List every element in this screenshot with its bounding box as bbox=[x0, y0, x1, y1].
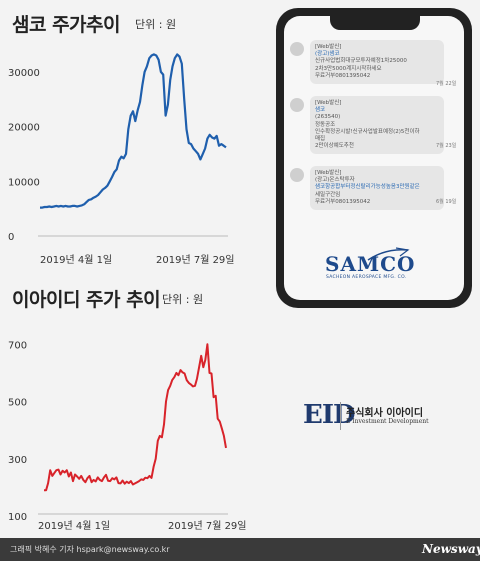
y-tick-label: 500 bbox=[8, 398, 27, 409]
chart1-x-start: 2019년 4월 1일 bbox=[40, 255, 113, 266]
chart2-series-line bbox=[44, 343, 227, 492]
message-avatar bbox=[290, 42, 304, 56]
y-tick-label: 30000 bbox=[8, 68, 40, 79]
message-line: 정동공조 bbox=[315, 121, 336, 128]
message-line: 샘코 bbox=[315, 107, 326, 114]
samco-subtitle: SACHEON AEROSPACE MFG. CO. bbox=[326, 275, 407, 280]
chart1-title: 샘코 주가추이 bbox=[12, 14, 121, 36]
message-line: 2차3만5000계지시작하세요 bbox=[315, 65, 382, 72]
eid-logo: EID bbox=[303, 400, 356, 430]
chart2-x-start: 2019년 4월 1일 bbox=[38, 521, 111, 532]
y-tick-label: 700 bbox=[8, 340, 27, 351]
message-line: 2만이상예도추천 bbox=[315, 143, 354, 150]
message-line: 무료거부0801395042 bbox=[315, 72, 371, 79]
message-line: 신규사업법회대규모투자예정1차25000 bbox=[315, 58, 407, 65]
message-time: 7월 23일 bbox=[436, 143, 457, 149]
y-tick-label: 0 bbox=[8, 232, 14, 243]
message-line: 샘코항공합부터정신랄리가능성높음3만원같은 bbox=[315, 184, 420, 191]
message-line: (광고)온스탁투자 bbox=[315, 177, 355, 184]
footer-credit: 그래픽 박혜수 기자 hspark@newsway.co.kr bbox=[10, 545, 170, 554]
message-time: 6월 19일 bbox=[436, 199, 457, 205]
y-tick-label: 20000 bbox=[8, 123, 40, 134]
message-line: [Web발신] bbox=[315, 170, 342, 176]
eid-divider bbox=[340, 402, 341, 430]
message-time: 7월 22일 bbox=[436, 81, 457, 87]
message-avatar bbox=[290, 168, 304, 182]
message-bubble-1: [Web발신] (광고)샘코 신규사업법회대규모투자예정1차25000 2차3만… bbox=[310, 40, 444, 85]
message-avatar bbox=[290, 98, 304, 112]
chart1-x-end: 2019년 7월 29일 bbox=[156, 255, 235, 266]
chart1-series-line bbox=[40, 53, 227, 209]
chart1-svg: 30000 20000 10000 0 bbox=[8, 53, 228, 243]
message-line: 인수확정공시발!신규사업발표예정(2)5천이하 bbox=[315, 128, 420, 135]
message-line: [Web발신] bbox=[315, 44, 342, 50]
chart2-svg: 700 500 300 100 bbox=[8, 340, 228, 520]
y-tick-label: 10000 bbox=[8, 177, 40, 188]
message-line: 매집 bbox=[315, 136, 326, 143]
chart1-unit: 단위 : 원 bbox=[135, 18, 177, 31]
chart2-unit: 단위 : 원 bbox=[162, 293, 204, 306]
footer-brand: Newsway bbox=[422, 542, 480, 556]
message-bubble-3: [Web발신] (광고)온스탁투자 샘코항공합부터정신랄리가능성높음3만원같은 … bbox=[310, 166, 444, 211]
message-line: 무료거부0801395042 bbox=[315, 198, 371, 205]
eid-name-en: E Investment Development bbox=[346, 418, 429, 425]
phone-screen: [Web발신] (광고)샘코 신규사업법회대규모투자예정1차25000 2차3만… bbox=[284, 16, 464, 300]
message-line: (광고)샘코 bbox=[315, 51, 340, 58]
y-tick-label: 300 bbox=[8, 455, 27, 466]
samco-logo: SAMCO bbox=[325, 252, 416, 276]
eid-name-kr: 주식회사 이아이디 bbox=[346, 408, 424, 419]
phone-notch bbox=[330, 16, 420, 30]
chart2-x-end: 2019년 7월 29일 bbox=[168, 521, 247, 532]
chart2-title: 이아이디 주가 추이 bbox=[12, 289, 161, 311]
message-line: 세밀구간임 bbox=[315, 191, 341, 198]
footer-bar bbox=[0, 538, 480, 561]
message-line: [Web발신] bbox=[315, 100, 342, 106]
message-line: (263540) bbox=[315, 114, 341, 121]
y-tick-label: 100 bbox=[8, 512, 27, 520]
samco-swoosh-icon bbox=[367, 247, 410, 261]
message-bubble-2: [Web발신] 샘코 (263540) 정동공조 인수확정공시발!신규사업발표예… bbox=[310, 96, 444, 155]
